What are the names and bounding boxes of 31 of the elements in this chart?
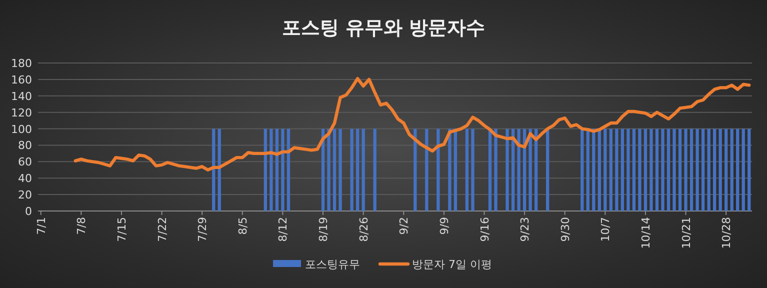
y-tick-label: 20 bbox=[18, 188, 32, 202]
legend-label: 포스팅유무 bbox=[305, 258, 360, 271]
y-tick-label: 80 bbox=[18, 139, 32, 152]
x-tick-label: 10/14 bbox=[639, 217, 652, 249]
x-tick-label: 9/30 bbox=[558, 217, 572, 242]
x-tick-label: 7/29 bbox=[196, 217, 210, 242]
x-tick-label: 9/16 bbox=[478, 217, 492, 242]
x-tick-label: 10/21 bbox=[680, 217, 693, 249]
x-tick-label: 9/2 bbox=[398, 217, 411, 235]
x-tick-label: 7/1 bbox=[34, 217, 48, 235]
y-tick-label: 160 bbox=[11, 73, 32, 86]
x-tick-label: 7/15 bbox=[115, 217, 128, 242]
x-tick-label: 9/9 bbox=[438, 217, 451, 235]
x-tick-label: 10/28 bbox=[720, 217, 734, 249]
x-tick-label: 7/22 bbox=[156, 217, 169, 242]
x-tick-label: 8/12 bbox=[276, 217, 290, 242]
x-tick-label: 8/19 bbox=[317, 217, 330, 242]
x-tick-label: 8/5 bbox=[236, 217, 250, 235]
y-tick-label: 40 bbox=[18, 172, 32, 186]
y-tick-label: 0 bbox=[25, 205, 32, 218]
y-tick-label: 100 bbox=[11, 122, 32, 136]
chart-title: 포스팅 유무와 방문자수 bbox=[282, 17, 486, 39]
y-tick-label: 180 bbox=[11, 57, 32, 70]
x-tick-label: 10/7 bbox=[599, 217, 612, 242]
x-tick-label: 8/26 bbox=[357, 217, 370, 242]
legend-label: 방문자 7일 이평 bbox=[412, 258, 492, 271]
y-tick-label: 140 bbox=[11, 90, 32, 103]
x-tick-label: 9/23 bbox=[518, 217, 532, 242]
x-tick-label: 7/8 bbox=[75, 217, 88, 235]
y-tick-label: 120 bbox=[11, 106, 32, 120]
y-tick-label: 60 bbox=[18, 156, 32, 169]
